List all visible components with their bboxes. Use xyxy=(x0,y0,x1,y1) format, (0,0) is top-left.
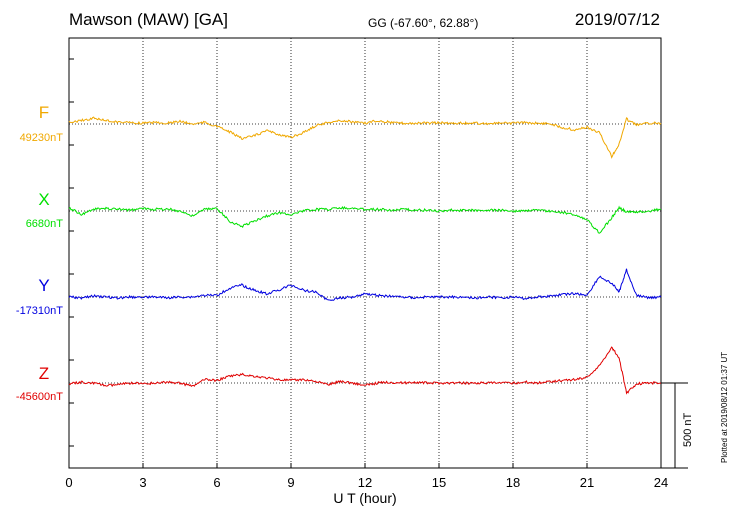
series-name-f: F xyxy=(39,103,49,122)
x-axis-label: U T (hour) xyxy=(333,490,396,506)
x-tick-label: 15 xyxy=(432,475,446,490)
series-line-z xyxy=(68,346,662,395)
x-tick-label: 0 xyxy=(65,475,72,490)
scale-bar-label: 500 nT xyxy=(682,412,694,447)
scale-bar: 500 nT xyxy=(661,382,694,469)
series-name-z: Z xyxy=(39,364,49,383)
plot-frame xyxy=(68,37,662,469)
x-tick-label: 21 xyxy=(580,475,594,490)
station-title: Mawson (MAW) [GA] xyxy=(69,10,228,29)
x-tick-label: 24 xyxy=(654,475,668,490)
series-name-y: Y xyxy=(38,276,49,295)
x-axis-ticks: 0 3 6 9 12 15 18 21 24 xyxy=(65,58,668,490)
series-lines xyxy=(68,116,662,395)
series-line-y xyxy=(68,268,662,301)
series-baseline-y: -17310nT xyxy=(16,305,63,317)
x-tick-label: 18 xyxy=(506,475,520,490)
x-tick-label: 12 xyxy=(358,475,372,490)
series-baseline-x: 6680nT xyxy=(26,218,64,230)
series-labels: F 49230nT X 6680nT Y -17310nT Z -45600nT xyxy=(16,103,63,403)
series-line-x xyxy=(68,205,662,234)
plotted-timestamp: Plotted at 2019/08/12 01:37 UT xyxy=(720,351,729,463)
series-baseline-z: -45600nT xyxy=(16,391,63,403)
series-name-x: X xyxy=(38,190,49,209)
series-line-f xyxy=(68,116,662,159)
grid xyxy=(142,38,588,468)
series-baseline-f: 49230nT xyxy=(20,132,64,144)
x-tick-label: 9 xyxy=(287,475,294,490)
chart-date: 2019/07/12 xyxy=(574,10,660,29)
x-tick-label: 6 xyxy=(213,475,220,490)
station-coordinates: GG (-67.60°, 62.88°) xyxy=(368,16,479,30)
x-tick-label: 3 xyxy=(139,475,146,490)
